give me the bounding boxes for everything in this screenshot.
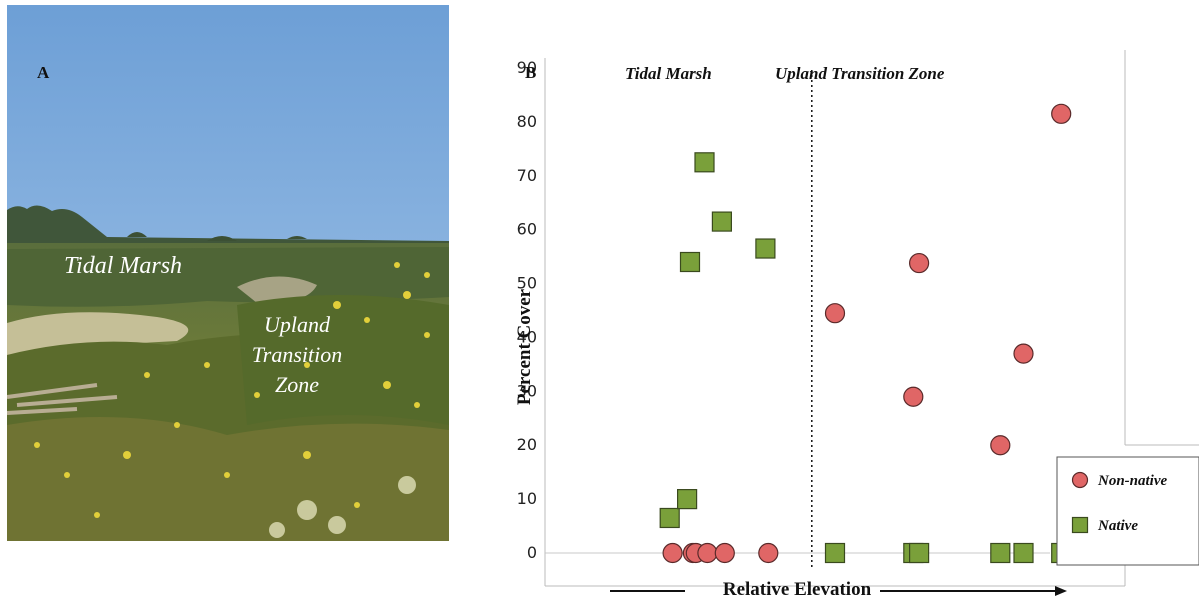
- native-point: [659, 507, 680, 529]
- non-native-point: [903, 386, 924, 407]
- y-tick-label: 20: [517, 435, 537, 454]
- non-native-point: [697, 542, 718, 564]
- y-tick-label: 70: [517, 166, 537, 185]
- non-native-point: [909, 252, 930, 274]
- legend: Non-native Native: [1056, 456, 1199, 566]
- non-native-point: [1013, 343, 1034, 364]
- native-point: [990, 542, 1011, 564]
- native-point: [755, 238, 776, 259]
- y-tick-label: 60: [517, 220, 537, 239]
- native-point: [909, 542, 930, 564]
- non-native-point: [758, 542, 779, 564]
- chart-frame: [544, 50, 1199, 596]
- native-point: [1013, 542, 1034, 564]
- non-native-point: [990, 435, 1011, 456]
- native-point: [679, 251, 701, 273]
- legend-marker-non-native: [1071, 471, 1089, 489]
- y-axis-ticks: 0 10 20 30 40 50 60 70 80 90: [517, 58, 537, 562]
- legend-label: Native: [1097, 518, 1138, 534]
- y-tick-label: 80: [517, 112, 537, 131]
- non-native-point: [714, 542, 735, 564]
- y-axis-title: Percent Cover: [514, 288, 535, 405]
- photo-label-upland-line-3: Zone: [275, 372, 319, 397]
- data-points: [659, 103, 1072, 564]
- non-native-point: [1051, 103, 1072, 124]
- field-photo: A Tidal Marsh Upland Transition Zone: [7, 5, 449, 541]
- y-tick-label: 30: [517, 381, 537, 400]
- native-point: [824, 542, 846, 564]
- region-label-tidal-marsh: Tidal Marsh: [625, 64, 712, 83]
- non-native-point: [824, 303, 846, 324]
- legend-label: Non-native: [1097, 473, 1168, 489]
- non-native-point: [662, 542, 683, 564]
- native-point: [694, 152, 715, 173]
- landscape-image: A Tidal Marsh Upland Transition Zone: [7, 5, 449, 541]
- native-point: [677, 489, 698, 510]
- native-point: [711, 211, 732, 232]
- panel-label-a: A: [37, 63, 50, 82]
- photo-label-tidal-marsh: Tidal Marsh: [64, 253, 182, 279]
- x-axis-title: Relative Elevation: [723, 579, 872, 600]
- y-tick-label: 10: [517, 489, 537, 508]
- region-label-upland-transition-zone: Upland Transition Zone: [775, 64, 945, 83]
- scatter-chart-panel: 0 10 20 30 40 50 60 70 80 90 Non-native Native B T…: [505, 50, 1199, 605]
- legend-marker-native: [1071, 516, 1089, 534]
- photo-label-upland-line-2: Transition: [252, 342, 342, 367]
- y-tick-label: 50: [517, 274, 537, 293]
- y-tick-label: 90: [517, 58, 537, 77]
- scatter-chart: 0 10 20 30 40 50 60 70 80 90 Non-native Native B T…: [514, 50, 1199, 600]
- photo-label-upland-line-1: Upland: [264, 312, 331, 337]
- panel-label-b: B: [525, 63, 536, 82]
- y-tick-label: 0: [527, 543, 537, 562]
- y-tick-label: 40: [517, 327, 537, 346]
- x-arrow-head: [1055, 586, 1067, 596]
